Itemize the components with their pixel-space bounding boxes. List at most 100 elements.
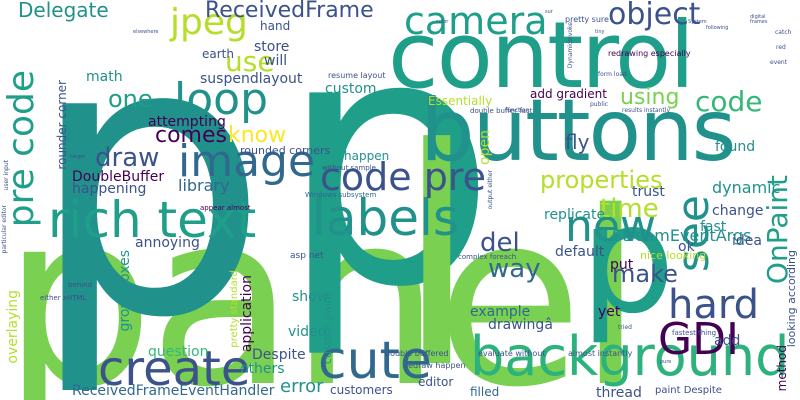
- word-l-big: l: [395, 85, 479, 400]
- word-doublebuffer: DoubleBuffer: [72, 169, 165, 185]
- word-asp-net: asp net: [290, 251, 324, 261]
- word-results-instantly: results instantly: [622, 107, 671, 114]
- word-labels: labels: [312, 189, 459, 247]
- word-happen: happen: [344, 149, 390, 163]
- word-know: know: [228, 123, 287, 148]
- word-others: others: [240, 361, 285, 377]
- word-evaluate-without: evaluate without: [478, 349, 546, 358]
- word-default: default: [555, 244, 605, 260]
- word-hard: hard: [668, 282, 759, 328]
- word-hand: hand: [260, 19, 291, 33]
- word-math: math: [86, 69, 123, 85]
- word-attempting: attempting: [148, 114, 226, 130]
- word-fly: fly: [565, 130, 590, 154]
- word-appear-almost: appear almost: [200, 204, 251, 212]
- word-almost-instantly: almost instantly: [568, 349, 633, 358]
- word-code-pre: code pre: [320, 155, 487, 199]
- word-form-load: form load: [598, 71, 627, 78]
- word-buttons: buttons: [420, 81, 736, 181]
- word-cute: cute: [318, 331, 432, 391]
- word-panel: panel: [2, 160, 644, 400]
- word-sur: sur: [545, 9, 553, 15]
- word-system: System: [688, 19, 707, 25]
- word-frames: frames: [750, 19, 768, 25]
- word-rounder-corner: rounder corner: [55, 80, 69, 170]
- word-video: video: [288, 324, 327, 340]
- word-custom: custom: [325, 81, 377, 97]
- word-delegate: Delegate: [18, 0, 109, 22]
- word-ok: ok: [678, 239, 695, 255]
- word-pre-code: pre code: [1, 70, 42, 228]
- word-particular-editor: particular editor: [1, 205, 8, 254]
- word-looking-according: looking according: [785, 250, 798, 348]
- word-properties: properties: [540, 166, 663, 194]
- word-way: way: [488, 254, 541, 284]
- word-double-buffer-fast: double buffer fast: [470, 107, 533, 115]
- word-stream-event-args: StreamEventArgs: [612, 226, 752, 245]
- word-elsewhere: elsewhere: [133, 29, 159, 35]
- word-new: new: [565, 201, 656, 252]
- word-put: put: [610, 257, 634, 273]
- word-digital: digital: [750, 14, 766, 20]
- word-image: image: [178, 136, 316, 187]
- word-fastest-thing: fastest thing: [672, 329, 717, 337]
- word-user-input: user input: [3, 160, 10, 191]
- word-redraw-happen: redraw happen: [405, 361, 466, 370]
- word-pretty-sure: pretty sure: [565, 15, 609, 24]
- word-public: public: [590, 101, 609, 108]
- word-open: open: [477, 130, 493, 165]
- word-drawing: drawingâ: [488, 317, 553, 333]
- word-groupboxes: groupboxes: [117, 250, 133, 332]
- word-tried: tried: [618, 324, 632, 331]
- word-dynamic: dynamic: [712, 178, 781, 197]
- word-control: control: [388, 2, 695, 109]
- word-loop: loop: [174, 74, 268, 125]
- word-create: create: [98, 341, 251, 397]
- word-pure: pure: [660, 359, 672, 365]
- word-double-buffered: double buffered: [385, 349, 449, 358]
- word-pretty-standard: pretty standard: [229, 270, 240, 348]
- word-customers: customers: [330, 383, 393, 397]
- word-comes: comes: [155, 123, 227, 148]
- word-essentially: Essentially: [428, 94, 493, 108]
- word-annoying: annoying: [135, 235, 200, 251]
- word-dynamicinvoke: DynamicInvoke: [567, 22, 574, 69]
- word-found: found: [715, 139, 756, 155]
- word-following: following: [706, 25, 729, 31]
- word-show: show: [292, 289, 329, 305]
- word-tiny: tiny: [595, 29, 605, 35]
- word-red: red: [776, 44, 786, 51]
- word-filled: filled: [470, 385, 500, 399]
- word-thread: thread: [596, 385, 642, 400]
- word-color: color: [436, 19, 449, 25]
- word-windows-subsystem: Windows subsystem: [305, 191, 377, 199]
- word-jpeg: jpeg: [170, 2, 248, 43]
- word-code: code: [695, 85, 763, 118]
- word-camera: camera: [404, 0, 548, 43]
- word-behind: behind: [68, 281, 93, 289]
- word-output-either: output either: [487, 170, 494, 210]
- word-yet: yet: [598, 304, 621, 320]
- word-resume-layout: resume layout: [328, 71, 386, 80]
- word-store: store: [254, 39, 290, 55]
- word-happening: happening: [72, 181, 147, 197]
- word-overlaying: overlaying: [5, 290, 21, 364]
- word-time: time: [600, 194, 659, 224]
- word-example: example: [470, 304, 531, 320]
- word-rich-text: rich text: [48, 191, 257, 249]
- word-redrawing-especially: redrawing especially: [608, 49, 691, 58]
- word-target: target: [70, 154, 86, 160]
- word-using: using: [620, 85, 680, 110]
- word-editor: editor: [418, 375, 454, 389]
- word-error: error: [280, 376, 324, 397]
- word-method: method: [775, 345, 789, 392]
- word-one: one: [108, 85, 153, 113]
- word-p-small: p: [580, 173, 676, 347]
- word-p-left: p: [28, 0, 270, 400]
- word-background: background: [470, 325, 790, 388]
- word-nice-looking: nice looking: [640, 249, 707, 262]
- word-library: library: [178, 176, 230, 195]
- word-idea: idea: [732, 233, 762, 249]
- word-replicate: replicate: [544, 207, 606, 223]
